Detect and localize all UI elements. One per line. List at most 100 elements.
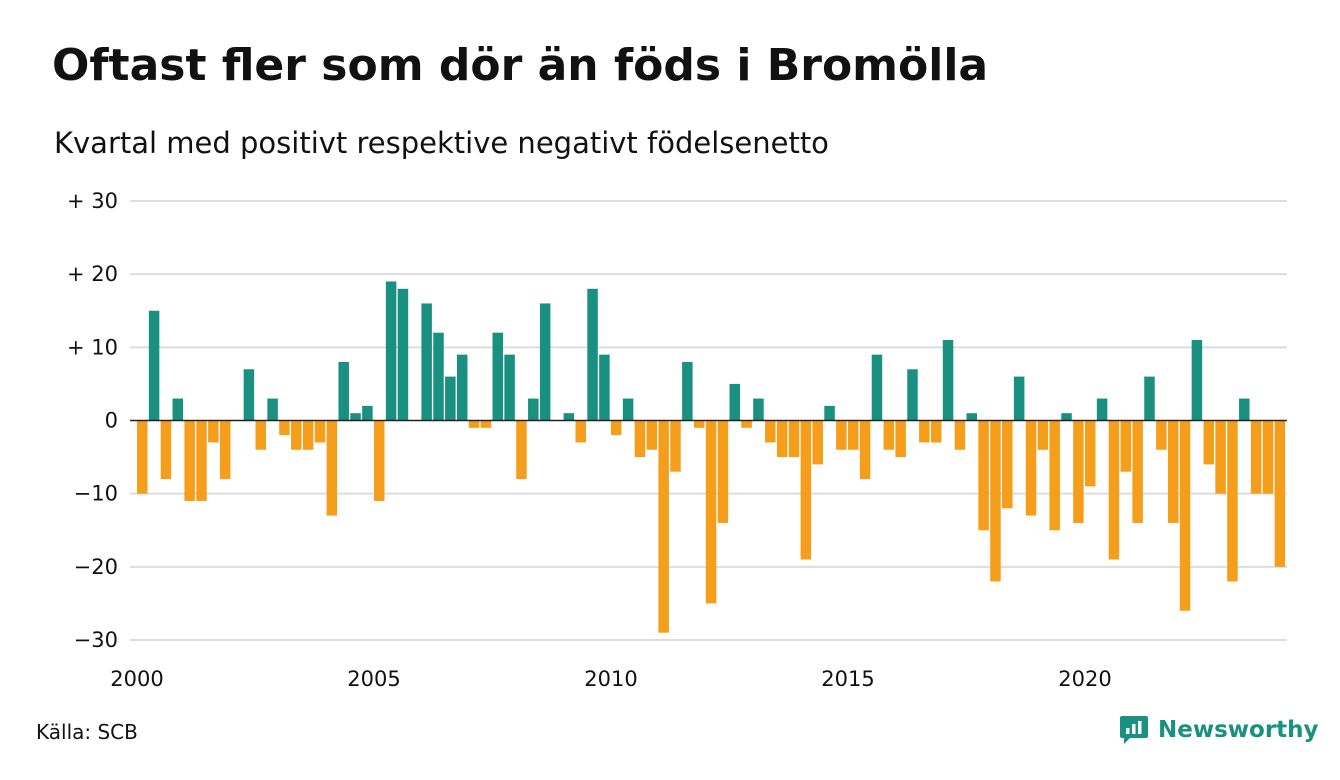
bar <box>326 420 338 516</box>
x-tick-label: 2010 <box>584 667 637 691</box>
bar <box>528 398 539 421</box>
chart-subtitle: Kvartal med positivt respektive negativt… <box>54 126 829 160</box>
bar <box>670 420 681 472</box>
newsworthy-logo-icon <box>1120 716 1148 744</box>
x-tick-label: 2005 <box>347 667 400 691</box>
bar <box>1167 420 1179 523</box>
bar <box>634 420 646 458</box>
bar <box>1132 420 1143 523</box>
bar <box>421 303 432 421</box>
bar <box>539 303 551 421</box>
bar <box>267 398 278 421</box>
bar <box>504 354 515 421</box>
source-note: Källa: SCB <box>36 720 138 744</box>
bar <box>682 361 693 421</box>
bar <box>480 420 492 428</box>
bar <box>433 332 444 421</box>
bar <box>741 420 752 428</box>
bar <box>1096 398 1108 421</box>
bar <box>587 288 598 421</box>
bar <box>1262 420 1274 494</box>
grid-lines <box>130 200 1287 641</box>
x-tick-label: 2000 <box>110 667 163 691</box>
bar <box>729 383 740 421</box>
bar <box>1203 420 1214 465</box>
bar <box>1037 420 1049 450</box>
bar <box>1179 420 1191 611</box>
bar <box>705 420 717 604</box>
bar <box>753 398 764 421</box>
bar <box>599 354 610 421</box>
bar <box>800 420 812 560</box>
bar <box>658 420 669 633</box>
bars <box>137 281 1286 633</box>
bar <box>1025 420 1037 516</box>
y-tick-label: −30 <box>74 628 118 652</box>
bar <box>255 420 266 450</box>
bar <box>160 420 172 480</box>
bar <box>919 420 930 443</box>
bar <box>1085 420 1096 487</box>
bar <box>1061 413 1072 421</box>
bar <box>279 420 290 436</box>
y-tick-label: 0 <box>105 409 118 433</box>
bar <box>1002 420 1013 509</box>
bar <box>1227 420 1238 582</box>
bar <box>374 420 385 501</box>
bar-chart: + 30+ 20+ 100−10−20−30 2000 2005 2010 2015 2… <box>67 189 1287 691</box>
bar <box>1215 420 1226 494</box>
bar <box>824 405 835 421</box>
bar <box>1120 420 1132 472</box>
bar <box>1144 376 1155 421</box>
bar <box>492 332 503 421</box>
bar <box>895 420 906 458</box>
bar <box>717 420 729 523</box>
bar <box>954 420 966 450</box>
bar <box>788 420 800 458</box>
bar <box>836 420 847 450</box>
bar <box>871 354 883 421</box>
bar <box>314 420 326 443</box>
bar <box>362 405 373 421</box>
x-tick-label: 2020 <box>1058 667 1111 691</box>
bar <box>184 420 195 501</box>
x-tick-label: 2015 <box>821 667 874 691</box>
bar <box>812 420 823 465</box>
bar <box>1191 340 1203 421</box>
bar <box>646 420 658 450</box>
bar <box>350 413 361 421</box>
y-tick-label: −10 <box>74 482 118 506</box>
bar <box>859 420 871 480</box>
x-tick-labels: 2000 2005 2010 2015 2020 <box>110 667 1111 691</box>
bar <box>291 420 302 450</box>
bar <box>622 398 634 421</box>
bar <box>1049 420 1060 531</box>
bar <box>338 361 349 421</box>
y-tick-label: + 20 <box>67 262 118 286</box>
bar <box>468 420 480 428</box>
bar <box>848 420 859 450</box>
bar <box>563 413 575 421</box>
bar <box>219 420 231 480</box>
bar <box>978 420 989 531</box>
bar <box>148 310 160 421</box>
bar <box>397 288 409 421</box>
bar <box>1108 420 1120 560</box>
brand-name: Newsworthy <box>1158 717 1319 743</box>
bar <box>942 340 954 421</box>
bar <box>693 420 705 428</box>
bar <box>1239 398 1250 421</box>
bar <box>776 420 788 458</box>
bar <box>516 420 527 480</box>
bar <box>445 376 456 421</box>
y-tick-label: + 30 <box>67 189 118 213</box>
bar <box>966 413 977 421</box>
bar <box>1156 420 1167 450</box>
bar <box>172 398 184 421</box>
bar <box>1274 420 1286 567</box>
bar <box>456 354 468 421</box>
bar <box>1250 420 1262 494</box>
brand-logo[interactable]: Newsworthy <box>1118 714 1319 746</box>
bar <box>930 420 942 443</box>
bar <box>208 420 219 443</box>
